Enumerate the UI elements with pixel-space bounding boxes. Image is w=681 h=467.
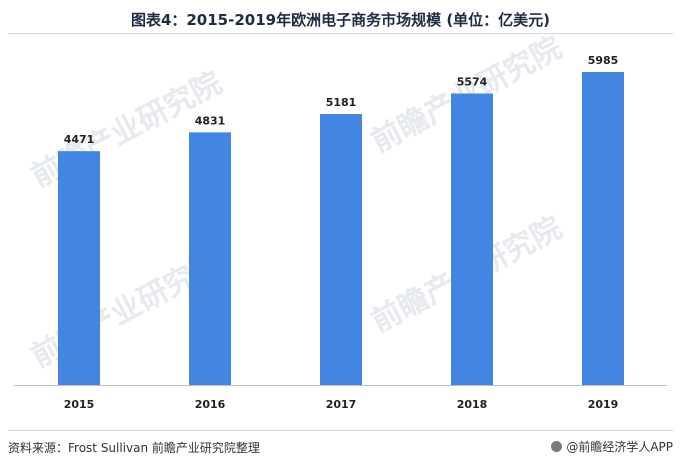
bar-2015 — [58, 151, 100, 385]
x-tick-label-2019: 2019 — [588, 398, 619, 411]
brand-credit: @前瞻经济学人APP — [551, 438, 673, 455]
bar-2016 — [189, 132, 231, 385]
bar-2019 — [582, 72, 624, 385]
chart-title: 图表4：2015-2019年欧洲电子商务市场规模 (单位：亿美元) — [130, 11, 551, 29]
value-label-2015: 4471 — [64, 133, 95, 146]
bar-2018 — [451, 93, 493, 385]
x-tick-label-2018: 2018 — [457, 398, 488, 411]
brand-label: @前瞻经济学人APP — [566, 440, 673, 454]
footer-divider — [8, 430, 673, 431]
value-label-2016: 4831 — [195, 114, 226, 127]
value-label-2018: 5574 — [457, 75, 488, 88]
bar-2017 — [320, 114, 362, 385]
x-tick-label-2017: 2017 — [326, 398, 357, 411]
x-tick-label-2015: 2015 — [64, 398, 95, 411]
title-divider — [8, 33, 673, 34]
value-label-2017: 5181 — [326, 96, 357, 109]
brand-logo-icon — [551, 441, 563, 452]
x-tick-label-2016: 2016 — [195, 398, 226, 411]
source-note: 资料来源：Frost Sullivan 前瞻产业研究院整理 — [8, 441, 260, 455]
value-label-2019: 5985 — [588, 54, 619, 67]
